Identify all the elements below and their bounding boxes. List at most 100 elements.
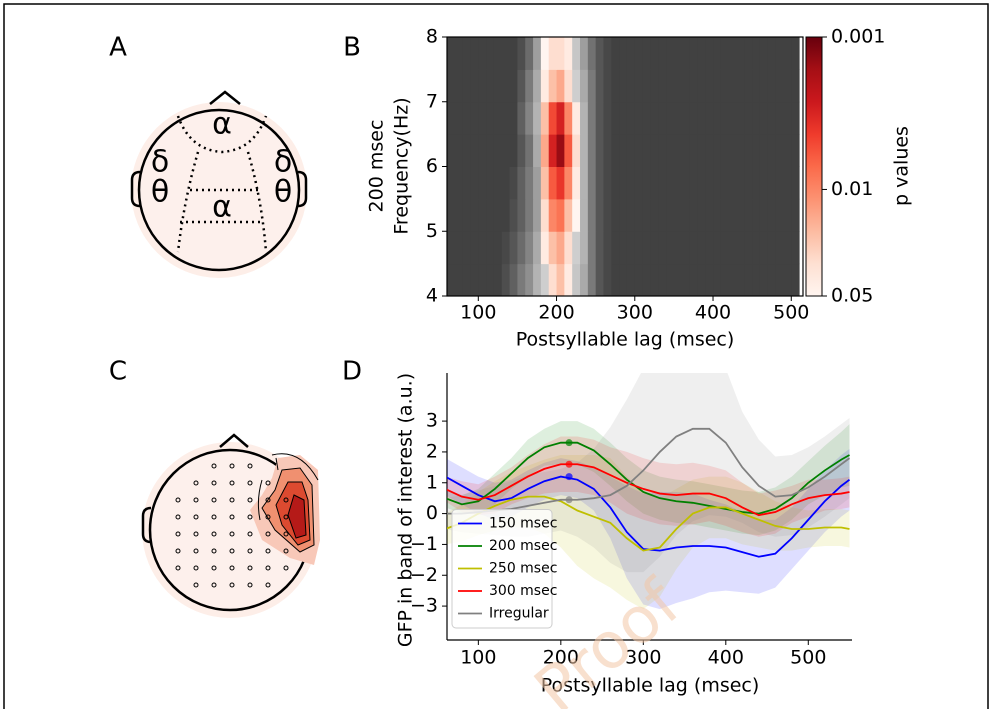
heatmap-cell [791, 198, 800, 232]
heatmap-cell [493, 198, 503, 232]
sensor [283, 565, 289, 571]
heatmap-cell [736, 166, 745, 200]
heatmap-cell [501, 198, 511, 232]
heatmap-cell [611, 37, 620, 70]
heatmap-cell [752, 37, 761, 70]
heatmap-cell [447, 101, 456, 135]
heatmap-cell [564, 69, 573, 103]
heatmap-cell [501, 69, 511, 103]
heatmap-cell [658, 37, 667, 70]
heatmap-cell [783, 37, 792, 70]
heatmap-cell [580, 198, 589, 232]
heatmap-cell [572, 37, 581, 70]
heatmap-cell [587, 166, 597, 200]
heatmap-cell [705, 37, 714, 70]
heatmap-cell [486, 69, 495, 103]
heatmap-cell [478, 166, 487, 200]
heatmap-cell [470, 101, 479, 135]
heatmap-cell [713, 101, 722, 135]
x-tick-label: 100 [460, 302, 496, 324]
heatmap-cell [642, 166, 651, 200]
heatmap-cell [580, 69, 589, 103]
heatmap-cell [720, 198, 730, 232]
heatmap-cell [626, 198, 636, 232]
heatmap-cell [556, 231, 565, 265]
colorbar-tick-label: 0.01 [831, 178, 873, 200]
sensor [211, 463, 217, 469]
heatmap-cell [525, 166, 534, 200]
heatmap-cell [752, 69, 761, 103]
heatmap-cell [454, 263, 464, 297]
heatmap-cell [697, 69, 706, 103]
head-a [130, 90, 308, 278]
heatmap-cell [501, 134, 511, 167]
heatmap-cell [595, 198, 604, 232]
heatmap-cell [533, 231, 542, 265]
y-tick-label: 6 [426, 155, 438, 177]
heatmap-cell [572, 231, 581, 265]
heatmap-cell [454, 101, 464, 135]
heatmap-cell [595, 166, 604, 200]
heatmap-cell [509, 166, 518, 200]
heatmap-cell [791, 101, 800, 135]
heatmap-cell [728, 263, 737, 297]
heatmap-cell [447, 69, 456, 103]
heatmap-cell [697, 231, 706, 265]
heatmap-cell [517, 263, 526, 297]
heatmap-cell [462, 37, 471, 70]
heatmap-cell [525, 37, 534, 70]
heatmap-cell [486, 166, 495, 200]
y-tick-label: 5 [426, 220, 438, 242]
sensor [283, 548, 289, 554]
heatmap-cell [658, 198, 667, 232]
sensor [211, 548, 217, 554]
heatmap-cell [767, 69, 777, 103]
heatmap-cell [791, 69, 800, 103]
heatmap-cell [681, 231, 691, 265]
heatmap-cell [462, 198, 471, 232]
heatmap-cell [447, 198, 456, 232]
heatmap-cell [697, 101, 706, 135]
heatmap-cell [783, 69, 792, 103]
heatmap-cell [501, 263, 511, 297]
sensor [247, 582, 253, 588]
heatmap-cell [681, 166, 691, 200]
heatmap-cell [454, 166, 464, 200]
heatmap-cell [775, 37, 784, 70]
heatmap-cell [626, 69, 636, 103]
marker [565, 496, 573, 504]
heatmap-cell [713, 69, 722, 103]
heatmap-cell [681, 69, 691, 103]
heatmap-cell [525, 263, 534, 297]
heatmap-cell [775, 231, 784, 265]
heatmap-cell [720, 101, 730, 135]
heatmap-cell [509, 231, 518, 265]
heatmap-cell [626, 101, 636, 135]
heatmap-cell [533, 198, 542, 232]
sensor [283, 531, 289, 537]
heatmap-cell [666, 101, 675, 135]
sensor [211, 480, 217, 486]
heatmap-cell [509, 69, 518, 103]
heatmap-cell [462, 69, 471, 103]
sensor [283, 514, 289, 520]
heatmap-cell [634, 231, 644, 265]
y-tick-label: −1 [410, 533, 438, 555]
heatmap-cell [517, 69, 526, 103]
heatmap-cell [587, 69, 597, 103]
head-c [141, 433, 320, 618]
heatmap-cell [587, 198, 597, 232]
legend-label: 150 msec [489, 516, 557, 532]
heatmap-cell [493, 231, 503, 265]
sensor [229, 531, 235, 537]
sensor [211, 514, 217, 520]
heatmap-cell [791, 166, 800, 200]
heatmap-cell [642, 263, 651, 297]
x-axis-label: Postsyllable lag (msec) [516, 329, 735, 351]
heatmap-cell [767, 231, 777, 265]
heatmap-cell [556, 263, 565, 297]
heatmap-cell [447, 166, 456, 200]
heatmap-cell [720, 69, 730, 103]
heatmap-cell [759, 101, 769, 135]
region-label: δ [274, 145, 292, 180]
